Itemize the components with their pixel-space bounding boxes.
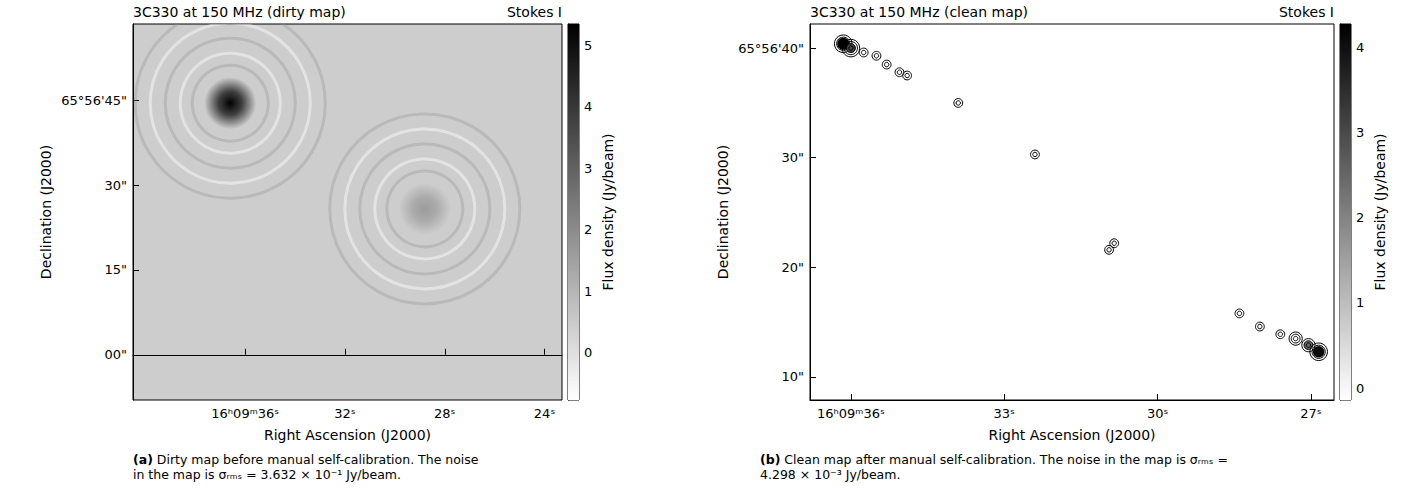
svg-text:Declination (J2000): Declination (J2000) [715, 145, 731, 279]
svg-text:Right Ascension (J2000): Right Ascension (J2000) [988, 427, 1155, 443]
svg-text:0: 0 [1356, 381, 1364, 396]
svg-text:(b): (b) [760, 452, 780, 467]
svg-text:16ʰ09ᵐ36ˢ: 16ʰ09ᵐ36ˢ [211, 406, 279, 421]
svg-text:65°56'40": 65°56'40" [738, 41, 804, 56]
svg-text:Right Ascension (J2000): Right Ascension (J2000) [264, 427, 431, 443]
svg-text:3: 3 [1356, 125, 1364, 140]
svg-text:3: 3 [584, 161, 592, 176]
svg-text:(a): (a) [133, 452, 153, 467]
svg-text:10": 10" [781, 369, 804, 384]
svg-text:30": 30" [781, 150, 804, 165]
svg-text:15": 15" [104, 262, 127, 277]
svg-text:32ˢ: 32ˢ [334, 406, 356, 421]
svg-text:3C330 at 150 MHz (dirty map): 3C330 at 150 MHz (dirty map) [133, 4, 346, 20]
svg-text:Stokes I: Stokes I [507, 4, 562, 20]
svg-text:28ˢ: 28ˢ [434, 406, 456, 421]
svg-text:16ʰ09ᵐ36ˢ: 16ʰ09ᵐ36ˢ [817, 406, 885, 421]
svg-text:2: 2 [1356, 210, 1364, 225]
svg-text:Stokes I: Stokes I [1279, 4, 1334, 20]
svg-text:Dirty map before manual self-c: Dirty map before manual self-calibration… [153, 452, 479, 467]
svg-text:1: 1 [584, 284, 592, 299]
svg-text:33ˢ: 33ˢ [994, 406, 1016, 421]
svg-text:Declination (J2000): Declination (J2000) [38, 145, 54, 279]
svg-text:4.298 × 10⁻³ Jy/beam.: 4.298 × 10⁻³ Jy/beam. [760, 467, 900, 482]
svg-text:Clean map after manual self-ca: Clean map after manual self-calibration.… [780, 452, 1228, 467]
svg-text:30": 30" [104, 178, 127, 193]
svg-text:2: 2 [584, 222, 592, 237]
svg-text:1: 1 [1356, 295, 1364, 310]
svg-text:4: 4 [1356, 40, 1364, 55]
svg-text:3C330 at 150 MHz (clean map): 3C330 at 150 MHz (clean map) [810, 4, 1028, 20]
svg-text:24ˢ: 24ˢ [534, 406, 556, 421]
svg-text:65°56'45": 65°56'45" [61, 93, 127, 108]
svg-text:5: 5 [584, 38, 592, 53]
svg-text:4: 4 [584, 99, 592, 114]
svg-text:30ˢ: 30ˢ [1147, 406, 1169, 421]
svg-text:20": 20" [781, 260, 804, 275]
svg-text:27ˢ: 27ˢ [1300, 406, 1322, 421]
svg-text:Flux density (Jy/beam): Flux density (Jy/beam) [1372, 133, 1388, 290]
svg-text:00": 00" [104, 347, 127, 362]
svg-text:0: 0 [584, 345, 592, 360]
svg-text:Flux density (Jy/beam): Flux density (Jy/beam) [600, 133, 616, 290]
svg-text:in the map is σᵣₘₛ = 3.632 × 1: in the map is σᵣₘₛ = 3.632 × 10⁻¹ Jy/bea… [133, 467, 401, 482]
